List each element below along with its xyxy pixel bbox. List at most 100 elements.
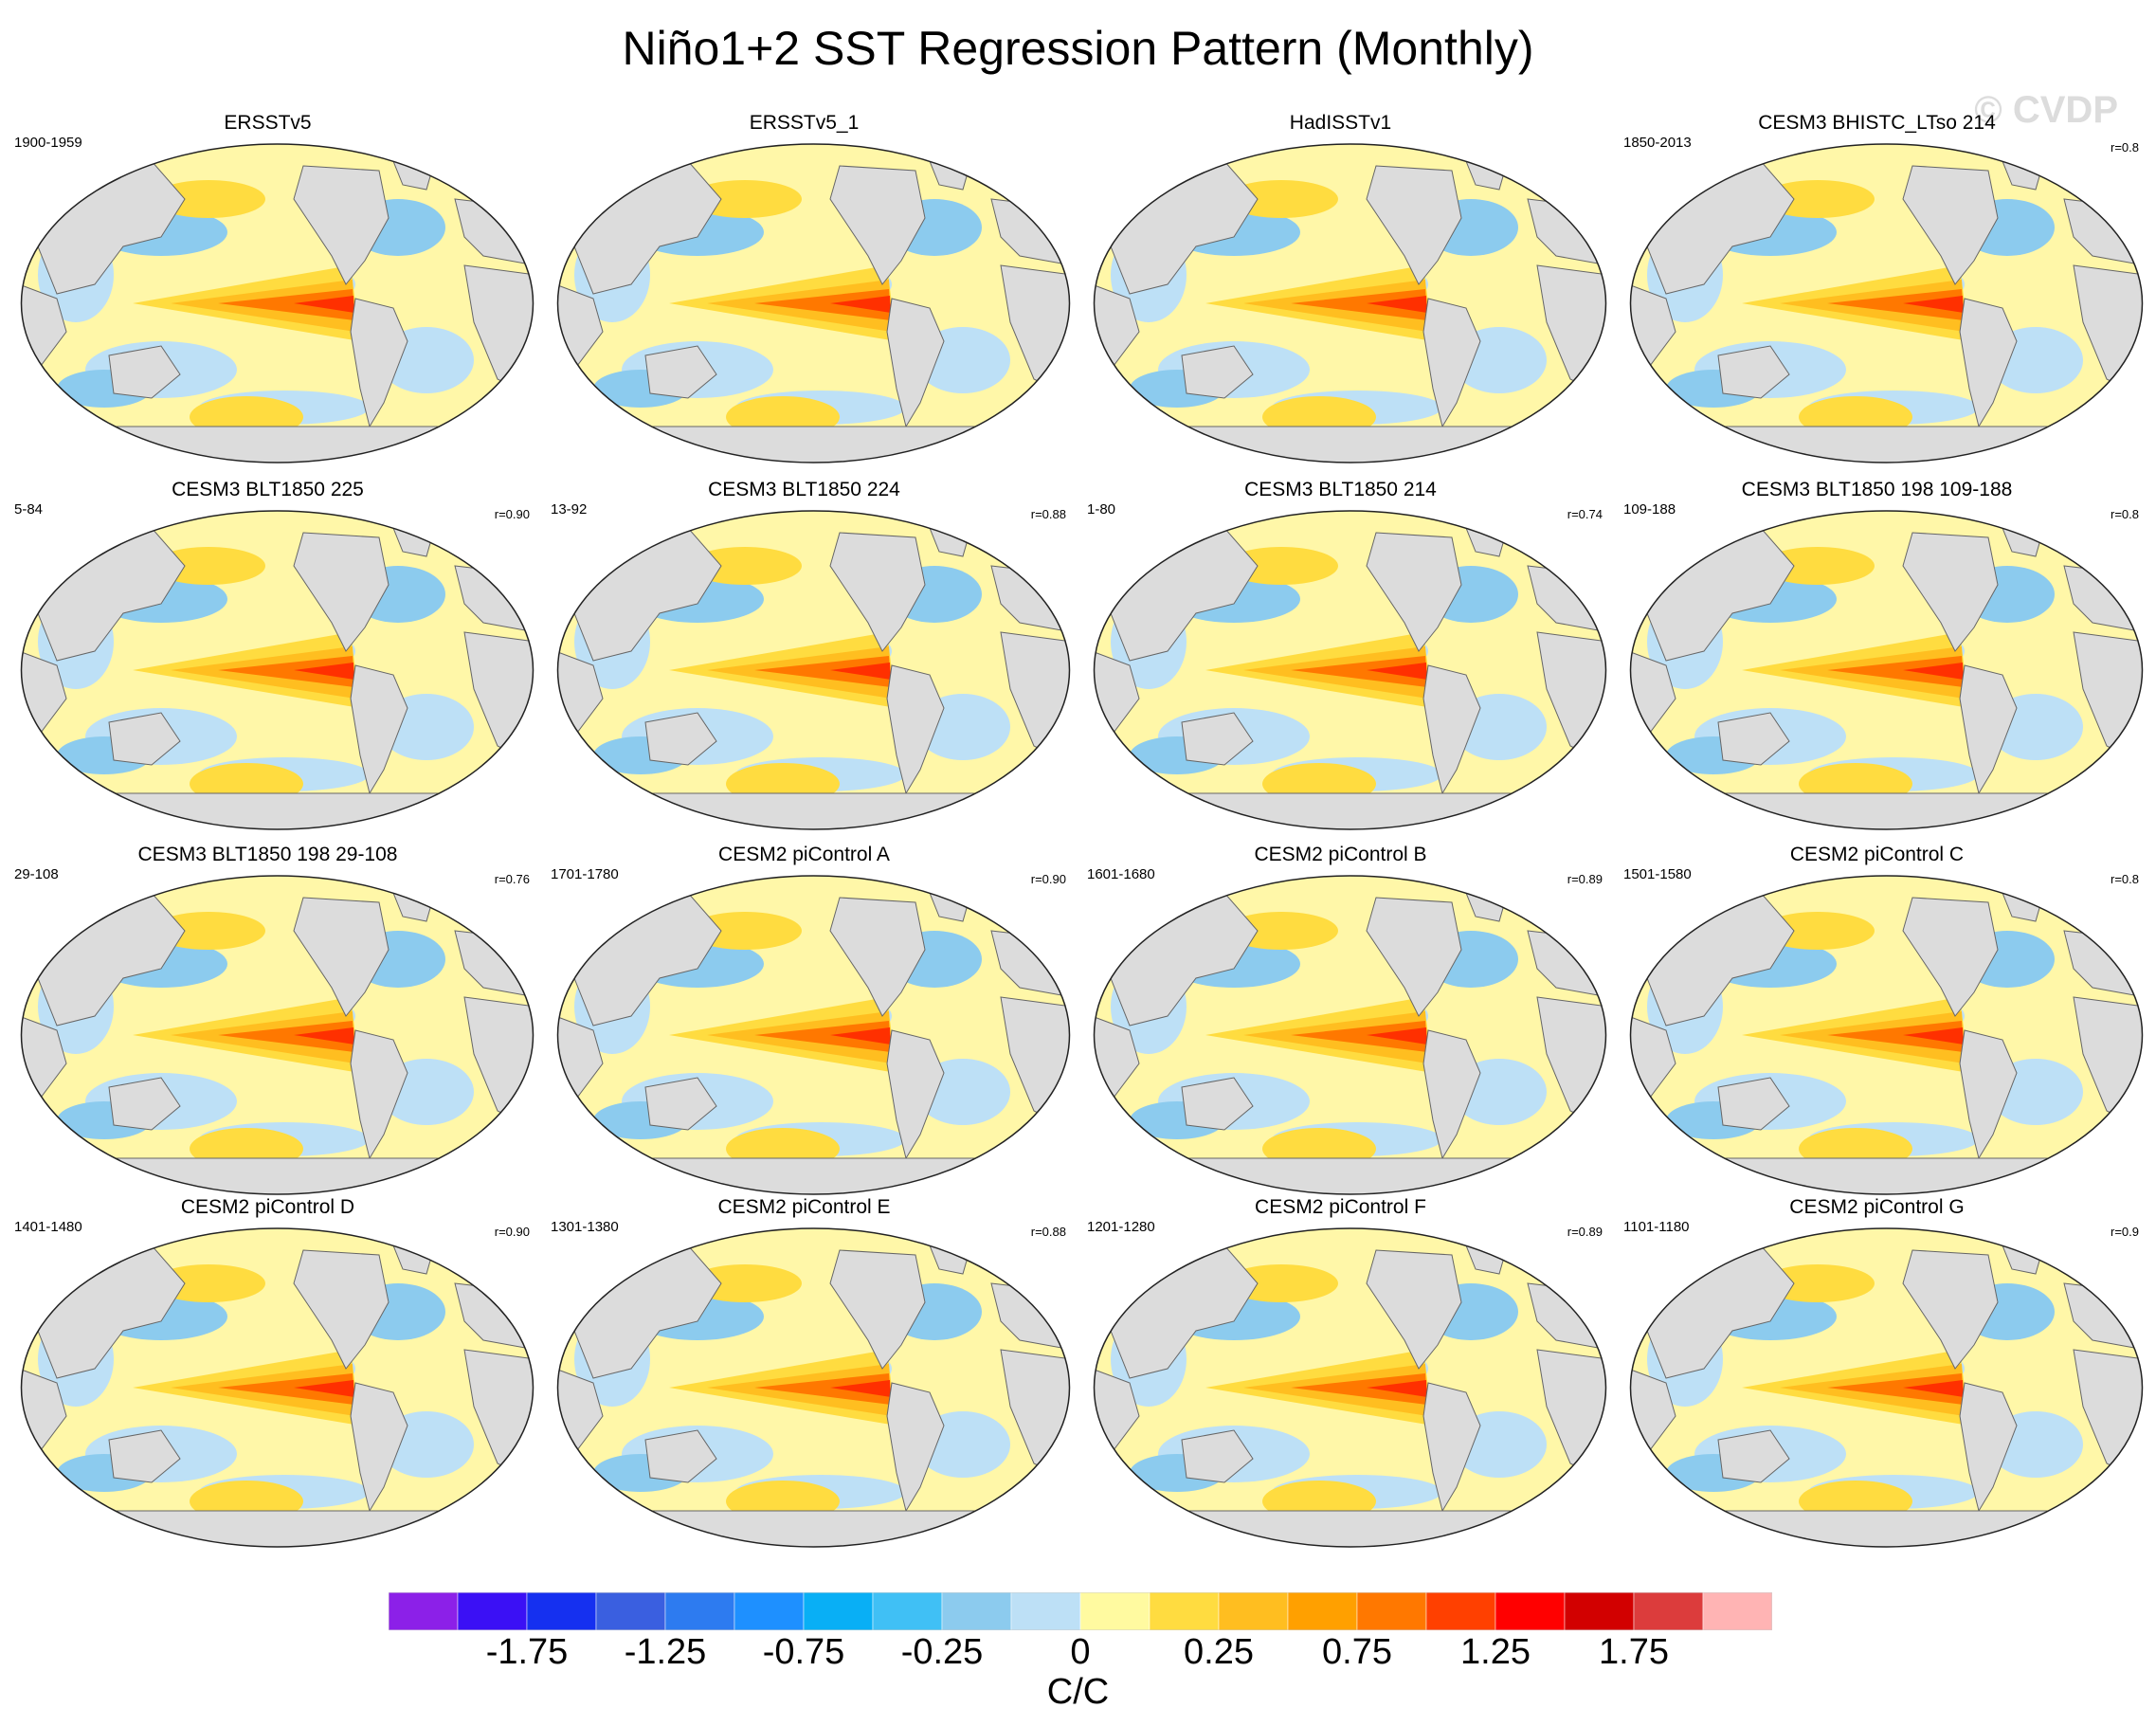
panel-title: CESM2 piControl F <box>1255 1196 1426 1218</box>
panel-title: CESM2 piControl E <box>717 1196 891 1218</box>
map-outline <box>20 510 534 830</box>
map-outline <box>20 143 534 463</box>
map-outline <box>556 875 1071 1195</box>
map-outline <box>1093 143 1607 463</box>
panel-title: CESM3 BLT1850 198 29-108 <box>137 844 398 865</box>
land-mass <box>557 1157 1070 1194</box>
land-mass <box>1094 426 1606 463</box>
warm-anomaly <box>1367 296 1427 313</box>
land-mass <box>21 792 534 829</box>
map-panel: CESM3 BLT1850 214 1-80 r=0.74 <box>1073 479 1608 844</box>
land-mass <box>1422 298 1481 428</box>
colorbar-box <box>595 1592 666 1630</box>
warm-anomaly <box>688 1264 802 1302</box>
land-mass <box>21 426 534 463</box>
map-panel: CESM2 piControl B 1601-1680 r=0.89 <box>1073 844 1608 1208</box>
warm-anomaly <box>1291 656 1427 687</box>
land-mass <box>1366 165 1462 285</box>
warm-anomaly <box>688 912 802 950</box>
land-mass <box>1717 1429 1790 1483</box>
panel-correlation: r=0.89 <box>1567 872 1603 886</box>
panel-correlation: r=0.90 <box>1030 872 1066 886</box>
world-map-icon <box>20 1227 534 1548</box>
panel-years: 1701-1780 <box>551 866 619 882</box>
land-mass <box>1717 345 1790 399</box>
panel-correlation: r=0.8 <box>2111 507 2139 521</box>
panel-years: 1850-2013 <box>1623 135 1692 151</box>
warm-anomaly <box>152 180 265 218</box>
land-mass <box>644 1429 717 1483</box>
land-mass <box>1422 1029 1481 1160</box>
panel-years: 1-80 <box>1087 501 1116 518</box>
map-panel: ERSSTv5 1900-1959 <box>0 112 535 477</box>
world-map-icon <box>20 875 534 1195</box>
colorbar-box <box>803 1592 874 1630</box>
land-mass <box>1366 532 1462 652</box>
land-mass <box>1959 664 2018 795</box>
land-mass <box>350 664 408 795</box>
land-mass <box>1717 712 1790 766</box>
colorbar-box <box>1425 1592 1496 1630</box>
land-mass <box>1181 712 1254 766</box>
panel-years: 5-84 <box>14 501 44 518</box>
land-mass <box>1902 1249 1999 1370</box>
map-outline <box>556 510 1071 830</box>
land-mass <box>1630 1157 2143 1194</box>
land-mass <box>1366 897 1462 1017</box>
land-mass <box>1959 1029 2018 1160</box>
colorbar-box <box>1564 1592 1635 1630</box>
land-mass <box>1181 1429 1254 1483</box>
warm-anomaly <box>1224 1264 1338 1302</box>
warm-anomaly <box>754 289 891 320</box>
figure-title: Niño1+2 SST Regression Pattern (Monthly) <box>622 22 1534 75</box>
warm-anomaly <box>1761 1264 1875 1302</box>
panel-correlation: r=0.8 <box>2111 872 2139 886</box>
land-mass <box>557 426 1070 463</box>
panel-years: 1401-1480 <box>14 1219 82 1235</box>
panel-title: CESM3 BLT1850 214 <box>1244 479 1437 500</box>
world-map-icon <box>556 1227 1071 1548</box>
map-outline <box>1093 1227 1607 1548</box>
panel-title: HadISSTv1 <box>1289 112 1392 134</box>
map-panel: CESM3 BHISTC_LTso 214 1850-2013 r=0.8 <box>1609 112 2145 477</box>
map-outline <box>20 875 534 1195</box>
land-mass <box>1094 792 1606 829</box>
colorbar-box <box>1218 1592 1289 1630</box>
panel-correlation: r=0.8 <box>2111 140 2139 154</box>
panel-years: 1201-1280 <box>1087 1219 1155 1235</box>
map-outline <box>1629 143 2144 463</box>
panel-years: 1101-1180 <box>1623 1219 1690 1235</box>
panel-correlation: r=0.76 <box>494 872 530 886</box>
panel-years: 109-188 <box>1623 501 1676 518</box>
colorbar-box <box>1149 1592 1220 1630</box>
warm-anomaly <box>294 663 354 680</box>
map-outline <box>1093 875 1607 1195</box>
world-map-icon <box>20 510 534 830</box>
warm-anomaly <box>152 912 265 950</box>
colorbar-box <box>1495 1592 1566 1630</box>
map-outline <box>1629 875 2144 1195</box>
world-map-icon <box>1093 1227 1607 1548</box>
warm-anomaly <box>754 656 891 687</box>
map-outline <box>1629 1227 2144 1548</box>
colorbar-units: C/C <box>1046 1672 1110 1712</box>
warm-anomaly <box>830 296 891 313</box>
colorbar-box <box>1010 1592 1081 1630</box>
colorbar-box <box>1633 1592 1704 1630</box>
land-mass <box>829 897 926 1017</box>
warm-anomaly <box>1367 1027 1427 1045</box>
map-panel: CESM3 BLT1850 225 5-84 r=0.90 <box>0 479 535 844</box>
panel-correlation: r=0.89 <box>1567 1225 1603 1239</box>
warm-anomaly <box>1827 289 1964 320</box>
land-mass <box>350 1029 408 1160</box>
cvdp-watermark: © CVDP <box>1974 89 2118 131</box>
warm-anomaly <box>1224 912 1338 950</box>
panel-correlation: r=0.90 <box>494 1225 530 1239</box>
colorbar-box <box>1356 1592 1427 1630</box>
colorbar-tick-label: 0.75 <box>1322 1632 1392 1672</box>
warm-anomaly <box>1827 1373 1964 1405</box>
land-mass <box>1902 897 1999 1017</box>
land-mass <box>644 1077 717 1131</box>
panel-correlation: r=0.88 <box>1030 507 1066 521</box>
world-map-icon <box>556 875 1071 1195</box>
